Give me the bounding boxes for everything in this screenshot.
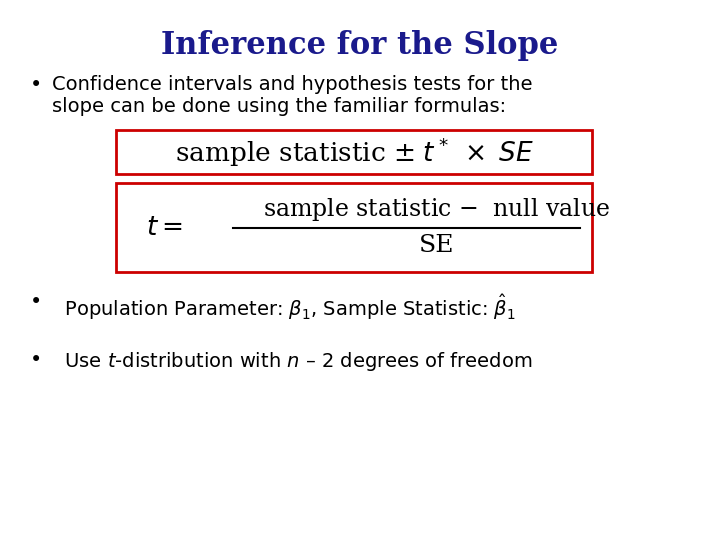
FancyBboxPatch shape [116,130,592,174]
Text: Inference for the Slope: Inference for the Slope [161,30,559,61]
Text: •: • [30,75,42,95]
Text: sample statistic $\pm\; t^*\; \times\; SE$: sample statistic $\pm\; t^*\; \times\; S… [175,135,534,168]
Text: slope can be done using the familiar formulas:: slope can be done using the familiar for… [52,97,506,116]
Text: SE: SE [419,234,454,257]
Text: sample statistic $-\;$ null value: sample statistic $-\;$ null value [263,196,610,223]
Text: Confidence intervals and hypothesis tests for the: Confidence intervals and hypothesis test… [52,75,533,94]
Text: •: • [30,350,42,370]
Text: Population Parameter: $\beta_1$, Sample Statistic: $\hat{\beta}_1$: Population Parameter: $\beta_1$, Sample … [52,292,516,322]
Text: •: • [30,292,42,312]
Text: Use $t$-distribution with $n$ – 2 degrees of freedom: Use $t$-distribution with $n$ – 2 degree… [52,350,532,373]
FancyBboxPatch shape [116,183,592,272]
Text: $t =$: $t =$ [146,215,183,240]
